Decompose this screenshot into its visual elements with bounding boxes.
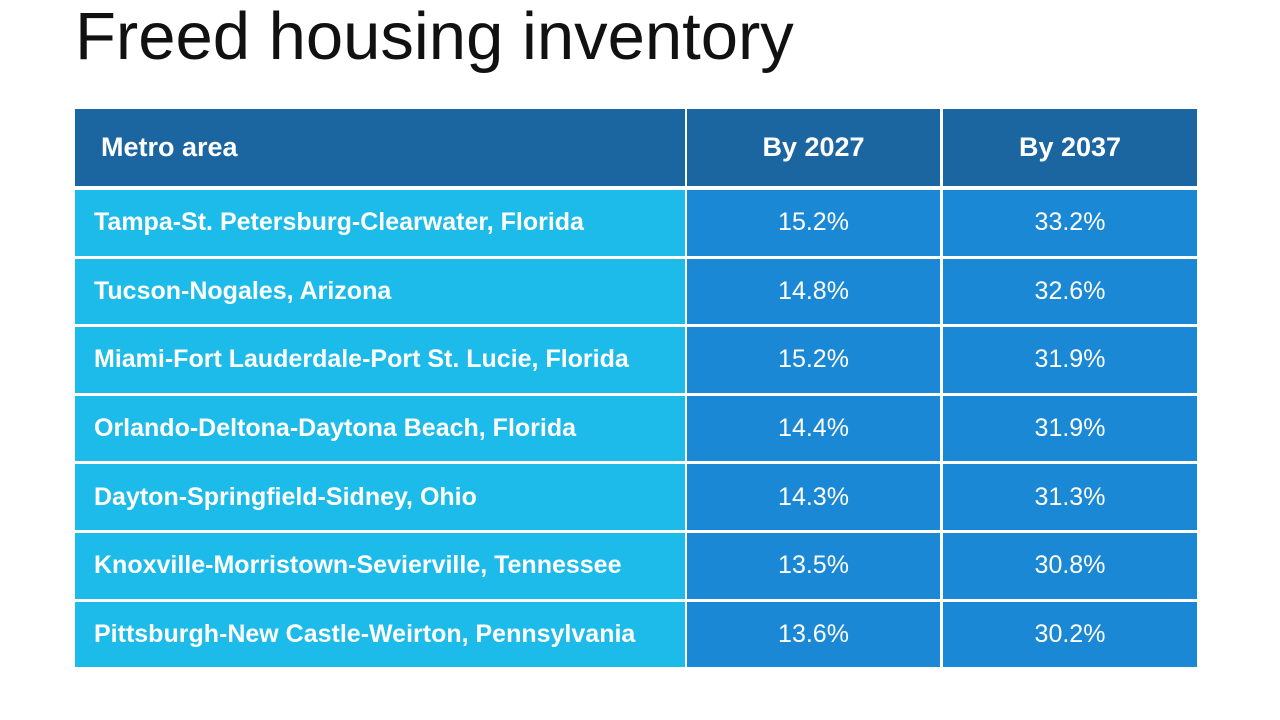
column-header: By 2027: [687, 109, 940, 186]
value-cell: 15.2%: [687, 190, 940, 256]
value-cell: 31.9%: [943, 327, 1197, 393]
value-cell: 14.3%: [687, 464, 940, 530]
row-label: Tampa-St. Petersburg-Clearwater, Florida: [75, 190, 685, 256]
value-cell: 30.2%: [943, 601, 1197, 668]
row-label: Pittsburgh-New Castle-Weirton, Pennsylva…: [75, 601, 685, 668]
value-cell: 32.6%: [943, 258, 1197, 325]
value-cell: 14.8%: [687, 258, 940, 325]
row-label: Miami-Fort Lauderdale-Port St. Lucie, Fl…: [75, 327, 685, 393]
value-cell: 33.2%: [943, 190, 1197, 256]
row-label: Orlando-Deltona-Daytona Beach, Florida: [75, 395, 685, 462]
column-header: Metro area: [75, 109, 685, 186]
value-cell: 13.6%: [687, 601, 940, 668]
column-header: By 2037: [943, 109, 1197, 186]
row-label: Dayton-Springfield-Sidney, Ohio: [75, 464, 685, 530]
value-cell: 31.3%: [943, 464, 1197, 530]
title: Freed housing inventory: [75, 0, 794, 74]
value-cell: 30.8%: [943, 533, 1197, 599]
row-label: Knoxville-Morristown-Sevierville, Tennes…: [75, 533, 685, 599]
value-cell: 31.9%: [943, 395, 1197, 462]
value-cell: 14.4%: [687, 395, 940, 462]
row-label: Tucson-Nogales, Arizona: [75, 258, 685, 325]
value-cell: 13.5%: [687, 533, 940, 599]
value-cell: 15.2%: [687, 327, 940, 393]
